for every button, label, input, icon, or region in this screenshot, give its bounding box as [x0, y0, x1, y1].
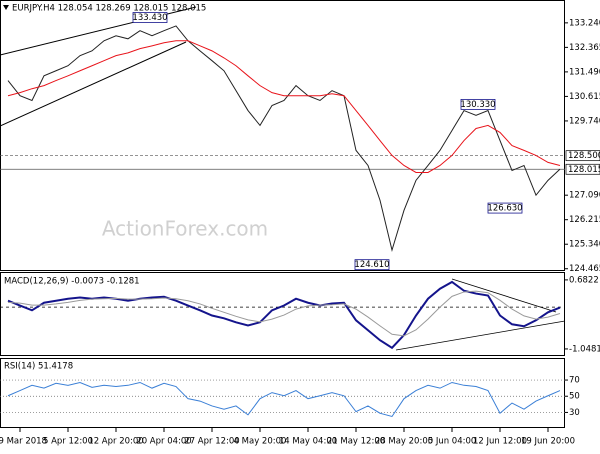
dropdown-icon: [3, 5, 9, 10]
rsi-title: RSI(14) 51.4178: [4, 362, 73, 372]
annotation-label: 124.610: [354, 260, 389, 270]
chart-title: EURJPY.H4 128.054 128.269 128.015 128.01…: [12, 4, 206, 14]
macd-trendline: [395, 320, 566, 351]
channel-lower: [0, 41, 187, 127]
annotation-label: 130.330: [460, 100, 495, 110]
annotation-box: [460, 98, 496, 110]
y-tick-label: 129.740: [569, 116, 600, 126]
macd-panel: [0, 272, 565, 356]
annotation-box: [132, 12, 168, 23]
x-tick-label: 27 Apr 12:00: [184, 437, 239, 447]
price-box: [565, 150, 600, 162]
y-tick-label: 133.240: [569, 18, 600, 28]
series-line: [7, 25, 561, 253]
price-label: 128.500: [568, 151, 600, 161]
x-tick-label: 20 Apr 04:00: [136, 437, 191, 447]
y-tick-label: 125.340: [569, 240, 600, 250]
x-tick-label: 29 Mar 2018: [0, 437, 47, 447]
series-line: [7, 290, 561, 337]
x-tick-label: 12 Jun 12:00: [473, 437, 527, 447]
price-panel: [0, 0, 565, 271]
series-line: [7, 40, 561, 173]
watermark: ActionForex.com: [102, 217, 268, 241]
y-tick-label: 132.365: [569, 43, 600, 53]
y-tick-label: 0.6822: [569, 275, 599, 285]
x-tick-label: 5 Apr 12:00: [43, 437, 93, 447]
y-tick-label: 30: [569, 408, 580, 418]
macd-trendline: [451, 278, 557, 313]
annotation-box: [354, 259, 390, 271]
annotation-label: 133.430: [132, 13, 167, 23]
x-tick-label: 19 Jun 20:00: [521, 437, 575, 447]
rsi-panel: [0, 358, 565, 428]
y-tick-label: -1.0481: [569, 344, 600, 354]
price-label: 128.015: [568, 165, 600, 175]
x-tick-label: 5 Jun 04:00: [428, 437, 477, 447]
price-box: [565, 163, 600, 175]
y-tick-label: 131.490: [569, 67, 600, 77]
annotation-box: [487, 202, 523, 214]
y-tick-label: 124.465: [569, 264, 600, 274]
y-tick-label: 127.090: [569, 191, 600, 201]
y-tick-label: 130.615: [569, 92, 600, 102]
series-line: [7, 381, 561, 418]
x-tick-label: 28 May 20:00: [375, 437, 433, 447]
x-tick-label: 12 Apr 20:00: [88, 437, 143, 447]
annotation-label: 126.630: [487, 204, 522, 214]
y-tick-label: 126.215: [569, 215, 600, 225]
x-tick-label: 4 May 20:00: [234, 437, 287, 447]
y-tick-label: 70: [569, 376, 580, 386]
x-tick-label: 14 May 04:00: [279, 437, 337, 447]
x-tick-label: 21 May 12:00: [327, 437, 385, 447]
macd-title: MACD(12,26,9) -0.0073 -0.1281: [4, 277, 140, 287]
y-tick-label: 50: [569, 392, 580, 402]
